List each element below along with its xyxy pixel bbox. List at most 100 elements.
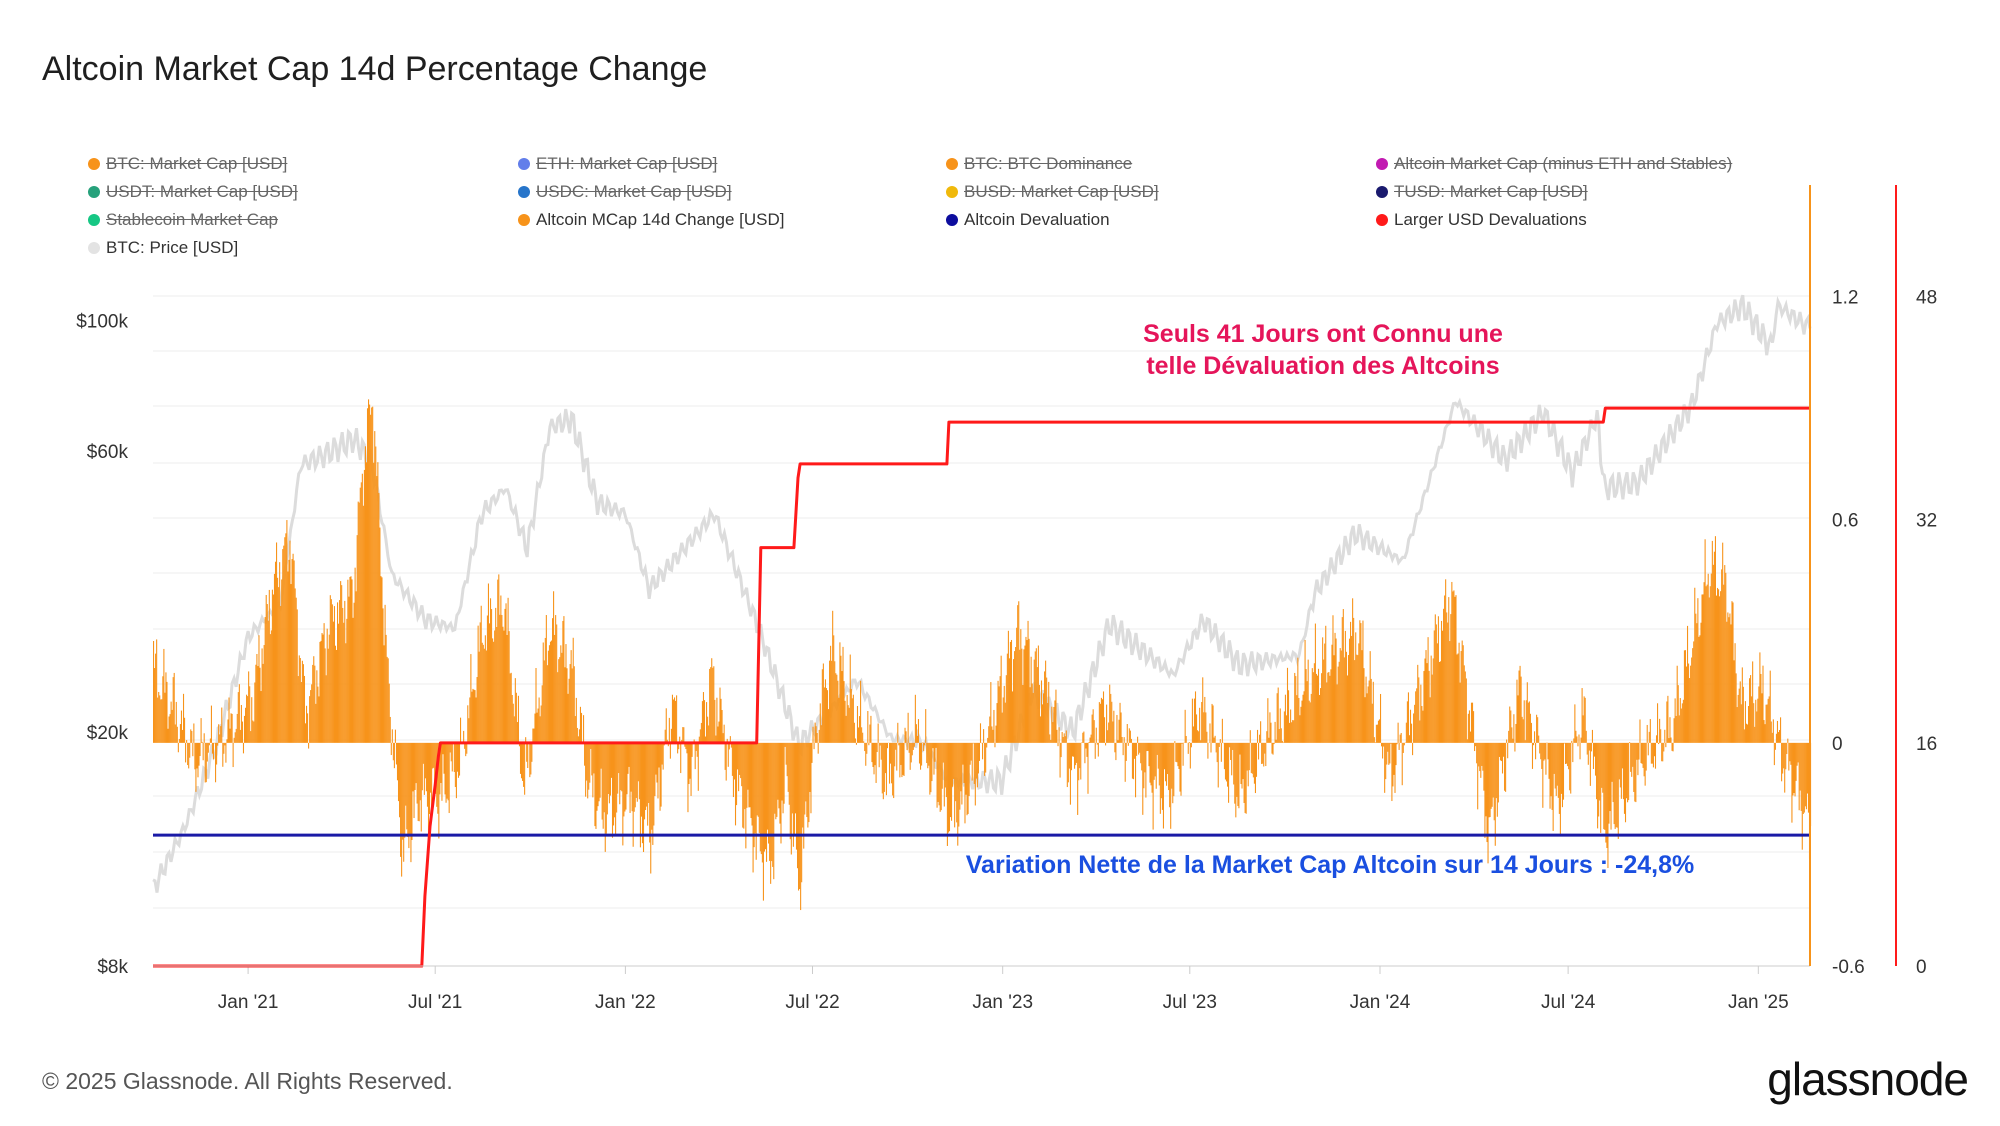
legend-item[interactable]: BTC: Price [USD] [88,238,238,258]
change-bar [798,742,800,891]
change-bar [1357,655,1359,743]
change-bar [510,672,512,743]
change-bar [362,505,364,743]
change-bar [322,634,324,743]
change-bar [1091,714,1093,743]
change-bar [731,742,733,776]
change-bar [604,742,606,852]
change-bar [1420,684,1422,743]
change-bar [1506,739,1508,743]
count-tick-label: 48 [1916,288,1937,309]
change-bar [1540,742,1542,760]
change-bar [292,553,294,743]
change-bar [587,742,589,799]
change-bar [552,618,554,743]
legend-item[interactable]: Altcoin Devaluation [946,210,1110,230]
change-bar [1737,694,1739,743]
change-bar [1553,742,1555,774]
change-bar [561,652,563,743]
change-bar [1714,536,1716,743]
legend-item[interactable]: Larger USD Devaluations [1376,210,1587,230]
change-bar [636,742,638,802]
change-bar [888,742,891,784]
change-bar [1316,675,1319,743]
change-bar [1565,742,1567,764]
legend-item[interactable]: BUSD: Market Cap [USD] [946,182,1159,202]
change-bar [536,712,538,743]
change-bar [865,742,867,766]
change-bar [1496,742,1498,817]
change-bar [1125,742,1127,761]
change-bar [1488,742,1490,818]
change-bar [199,742,201,757]
change-bar [504,608,506,743]
legend-item[interactable]: BTC: Market Cap [USD] [88,154,287,174]
change-bar [711,658,713,743]
legend-item[interactable]: BTC: BTC Dominance [946,154,1132,174]
change-bar [1328,672,1330,743]
change-bar [612,742,615,826]
change-bar [1224,742,1227,780]
change-bar [1260,721,1262,743]
change-bar [1720,591,1722,743]
change-bar [1645,742,1647,771]
change-bar [384,604,386,743]
change-bar [1327,672,1329,743]
change-bar [1601,742,1603,788]
price-tick-label: $8k [97,957,128,978]
change-bar [1587,742,1589,765]
legend-item[interactable]: Altcoin MCap 14d Change [USD] [518,210,785,230]
change-bar [1552,742,1554,831]
change-bar [1436,643,1438,743]
change-bar [393,742,395,769]
change-bar [1100,697,1102,743]
change-bar [576,727,578,743]
change-bar [1770,721,1772,743]
change-bar [1003,685,1005,743]
change-bar [1072,742,1075,757]
change-bar [1662,742,1664,762]
change-bar [159,695,161,743]
change-bar [251,697,253,743]
change-bar [1500,742,1503,762]
change-bar [404,742,406,838]
legend-item[interactable]: Altcoin Market Cap (minus ETH and Stable… [1376,154,1732,174]
legend-item[interactable]: USDC: Market Cap [USD] [518,182,732,202]
change-bar [201,741,203,743]
change-bar [1018,601,1020,743]
change-bar [1170,742,1172,829]
change-bar [1562,742,1565,800]
change-bar [1210,742,1212,753]
legend-item[interactable]: USDT: Market Cap [USD] [88,182,298,202]
change-bar [497,579,499,743]
change-bar [1630,742,1632,772]
change-bar [884,742,886,774]
change-bar [1647,742,1649,756]
change-bar [1606,742,1608,848]
change-bar [778,742,780,809]
change-bar [810,742,812,814]
change-tick-label: 0.6 [1832,511,1858,532]
change-bar [309,696,311,743]
change-bar [847,705,849,743]
change-bar [169,714,171,743]
legend-item[interactable]: Stablecoin Market Cap [88,210,278,230]
change-bar [1797,742,1799,763]
change-bar [1493,742,1495,821]
change-bar [1296,695,1298,743]
change-bar [903,742,905,776]
change-bar [1686,625,1689,743]
change-bar [372,406,374,743]
change-bar [1126,724,1128,743]
change-bar [520,742,523,779]
legend-item[interactable]: TUSD: Market Cap [USD] [1376,182,1588,202]
legend-label: BTC: Market Cap [USD] [106,154,288,173]
change-bar [1476,742,1478,764]
change-bar [1263,742,1265,767]
change-bar [829,660,831,743]
change-bar [669,742,671,759]
legend-item[interactable]: ETH: Market Cap [USD] [518,154,717,174]
change-bar [606,742,608,815]
change-bar [284,537,286,743]
change-bar [1773,742,1775,766]
